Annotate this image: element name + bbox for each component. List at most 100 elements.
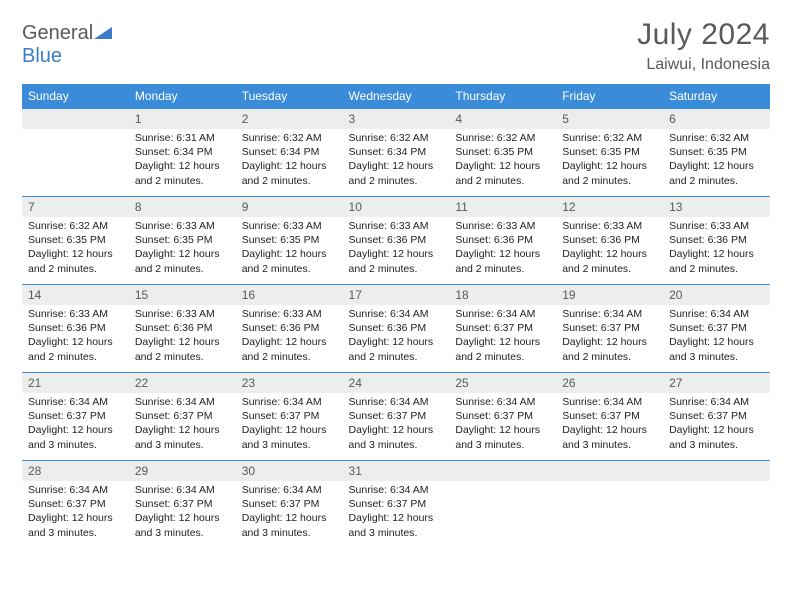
day-number: 26 xyxy=(556,373,663,393)
day-details xyxy=(22,129,129,179)
day-details: Sunrise: 6:32 AMSunset: 6:34 PMDaylight:… xyxy=(236,129,343,192)
calendar-row: 14Sunrise: 6:33 AMSunset: 6:36 PMDayligh… xyxy=(22,285,770,373)
day-number: 6 xyxy=(663,109,770,129)
day-details: Sunrise: 6:32 AMSunset: 6:35 PMDaylight:… xyxy=(663,129,770,192)
day-details: Sunrise: 6:33 AMSunset: 6:36 PMDaylight:… xyxy=(556,217,663,280)
day-details: Sunrise: 6:34 AMSunset: 6:37 PMDaylight:… xyxy=(449,393,556,456)
day-details: Sunrise: 6:34 AMSunset: 6:37 PMDaylight:… xyxy=(449,305,556,368)
day-number: 28 xyxy=(22,461,129,481)
day-details: Sunrise: 6:34 AMSunset: 6:37 PMDaylight:… xyxy=(129,393,236,456)
day-details: Sunrise: 6:34 AMSunset: 6:37 PMDaylight:… xyxy=(236,393,343,456)
calendar-row: 7Sunrise: 6:32 AMSunset: 6:35 PMDaylight… xyxy=(22,197,770,285)
day-number: 7 xyxy=(22,197,129,217)
day-number: 31 xyxy=(343,461,450,481)
calendar-row: 21Sunrise: 6:34 AMSunset: 6:37 PMDayligh… xyxy=(22,373,770,461)
calendar-cell: 15Sunrise: 6:33 AMSunset: 6:36 PMDayligh… xyxy=(129,285,236,373)
day-number: 11 xyxy=(449,197,556,217)
day-details: Sunrise: 6:34 AMSunset: 6:36 PMDaylight:… xyxy=(343,305,450,368)
day-number: 8 xyxy=(129,197,236,217)
calendar-cell: 16Sunrise: 6:33 AMSunset: 6:36 PMDayligh… xyxy=(236,285,343,373)
day-details: Sunrise: 6:33 AMSunset: 6:36 PMDaylight:… xyxy=(236,305,343,368)
day-number: 23 xyxy=(236,373,343,393)
day-number: 9 xyxy=(236,197,343,217)
header: General Blue July 2024 Laiwui, Indonesia xyxy=(22,18,770,74)
day-details: Sunrise: 6:34 AMSunset: 6:37 PMDaylight:… xyxy=(663,305,770,368)
calendar-cell: 9Sunrise: 6:33 AMSunset: 6:35 PMDaylight… xyxy=(236,197,343,285)
calendar-cell: 29Sunrise: 6:34 AMSunset: 6:37 PMDayligh… xyxy=(129,461,236,549)
day-details: Sunrise: 6:33 AMSunset: 6:36 PMDaylight:… xyxy=(22,305,129,368)
brand-logo: General Blue xyxy=(22,18,112,68)
day-number: 27 xyxy=(663,373,770,393)
calendar-cell: 31Sunrise: 6:34 AMSunset: 6:37 PMDayligh… xyxy=(343,461,450,549)
calendar-cell: 27Sunrise: 6:34 AMSunset: 6:37 PMDayligh… xyxy=(663,373,770,461)
dayhead-mon: Monday xyxy=(129,84,236,109)
dayhead-sat: Saturday xyxy=(663,84,770,109)
day-details xyxy=(556,481,663,531)
calendar-cell: 18Sunrise: 6:34 AMSunset: 6:37 PMDayligh… xyxy=(449,285,556,373)
calendar-row: 1Sunrise: 6:31 AMSunset: 6:34 PMDaylight… xyxy=(22,109,770,197)
calendar-cell: 17Sunrise: 6:34 AMSunset: 6:36 PMDayligh… xyxy=(343,285,450,373)
day-details: Sunrise: 6:34 AMSunset: 6:37 PMDaylight:… xyxy=(343,481,450,544)
brand-triangle-icon xyxy=(94,25,112,44)
calendar-cell: 20Sunrise: 6:34 AMSunset: 6:37 PMDayligh… xyxy=(663,285,770,373)
day-number: 18 xyxy=(449,285,556,305)
day-number: 21 xyxy=(22,373,129,393)
calendar-cell: 4Sunrise: 6:32 AMSunset: 6:35 PMDaylight… xyxy=(449,109,556,197)
day-details: Sunrise: 6:31 AMSunset: 6:34 PMDaylight:… xyxy=(129,129,236,192)
calendar-cell xyxy=(449,461,556,549)
calendar-cell: 14Sunrise: 6:33 AMSunset: 6:36 PMDayligh… xyxy=(22,285,129,373)
day-number: 25 xyxy=(449,373,556,393)
day-details: Sunrise: 6:34 AMSunset: 6:37 PMDaylight:… xyxy=(343,393,450,456)
calendar-cell xyxy=(22,109,129,197)
calendar-cell: 26Sunrise: 6:34 AMSunset: 6:37 PMDayligh… xyxy=(556,373,663,461)
day-number: 13 xyxy=(663,197,770,217)
day-number: 20 xyxy=(663,285,770,305)
day-details: Sunrise: 6:34 AMSunset: 6:37 PMDaylight:… xyxy=(663,393,770,456)
day-details: Sunrise: 6:33 AMSunset: 6:36 PMDaylight:… xyxy=(663,217,770,280)
day-number xyxy=(663,461,770,481)
calendar-cell: 12Sunrise: 6:33 AMSunset: 6:36 PMDayligh… xyxy=(556,197,663,285)
day-number: 17 xyxy=(343,285,450,305)
day-number: 3 xyxy=(343,109,450,129)
day-number: 30 xyxy=(236,461,343,481)
brand-part2: Blue xyxy=(22,45,62,67)
day-number: 10 xyxy=(343,197,450,217)
day-details: Sunrise: 6:32 AMSunset: 6:34 PMDaylight:… xyxy=(343,129,450,192)
title-location: Laiwui, Indonesia xyxy=(637,56,770,74)
day-details: Sunrise: 6:34 AMSunset: 6:37 PMDaylight:… xyxy=(22,481,129,544)
day-details: Sunrise: 6:34 AMSunset: 6:37 PMDaylight:… xyxy=(556,393,663,456)
calendar-cell: 30Sunrise: 6:34 AMSunset: 6:37 PMDayligh… xyxy=(236,461,343,549)
day-number: 29 xyxy=(129,461,236,481)
day-details: Sunrise: 6:34 AMSunset: 6:37 PMDaylight:… xyxy=(22,393,129,456)
day-number: 2 xyxy=(236,109,343,129)
title-month: July 2024 xyxy=(637,18,770,52)
dayhead-tue: Tuesday xyxy=(236,84,343,109)
calendar-cell: 2Sunrise: 6:32 AMSunset: 6:34 PMDaylight… xyxy=(236,109,343,197)
day-details: Sunrise: 6:33 AMSunset: 6:36 PMDaylight:… xyxy=(343,217,450,280)
calendar-cell: 11Sunrise: 6:33 AMSunset: 6:36 PMDayligh… xyxy=(449,197,556,285)
day-number: 16 xyxy=(236,285,343,305)
day-number xyxy=(449,461,556,481)
calendar-cell: 22Sunrise: 6:34 AMSunset: 6:37 PMDayligh… xyxy=(129,373,236,461)
calendar-cell: 8Sunrise: 6:33 AMSunset: 6:35 PMDaylight… xyxy=(129,197,236,285)
day-number: 19 xyxy=(556,285,663,305)
day-details: Sunrise: 6:34 AMSunset: 6:37 PMDaylight:… xyxy=(556,305,663,368)
calendar-table: Sunday Monday Tuesday Wednesday Thursday… xyxy=(22,84,770,549)
calendar-cell: 13Sunrise: 6:33 AMSunset: 6:36 PMDayligh… xyxy=(663,197,770,285)
calendar-cell: 1Sunrise: 6:31 AMSunset: 6:34 PMDaylight… xyxy=(129,109,236,197)
day-details xyxy=(449,481,556,531)
day-details: Sunrise: 6:32 AMSunset: 6:35 PMDaylight:… xyxy=(556,129,663,192)
calendar-cell: 6Sunrise: 6:32 AMSunset: 6:35 PMDaylight… xyxy=(663,109,770,197)
day-details: Sunrise: 6:33 AMSunset: 6:35 PMDaylight:… xyxy=(129,217,236,280)
day-details: Sunrise: 6:34 AMSunset: 6:37 PMDaylight:… xyxy=(236,481,343,544)
dayhead-thu: Thursday xyxy=(449,84,556,109)
day-number: 5 xyxy=(556,109,663,129)
day-number: 15 xyxy=(129,285,236,305)
day-details: Sunrise: 6:32 AMSunset: 6:35 PMDaylight:… xyxy=(22,217,129,280)
title-block: July 2024 Laiwui, Indonesia xyxy=(637,18,770,74)
calendar-cell: 21Sunrise: 6:34 AMSunset: 6:37 PMDayligh… xyxy=(22,373,129,461)
calendar-cell: 3Sunrise: 6:32 AMSunset: 6:34 PMDaylight… xyxy=(343,109,450,197)
dayhead-fri: Friday xyxy=(556,84,663,109)
calendar-cell: 23Sunrise: 6:34 AMSunset: 6:37 PMDayligh… xyxy=(236,373,343,461)
day-number: 22 xyxy=(129,373,236,393)
